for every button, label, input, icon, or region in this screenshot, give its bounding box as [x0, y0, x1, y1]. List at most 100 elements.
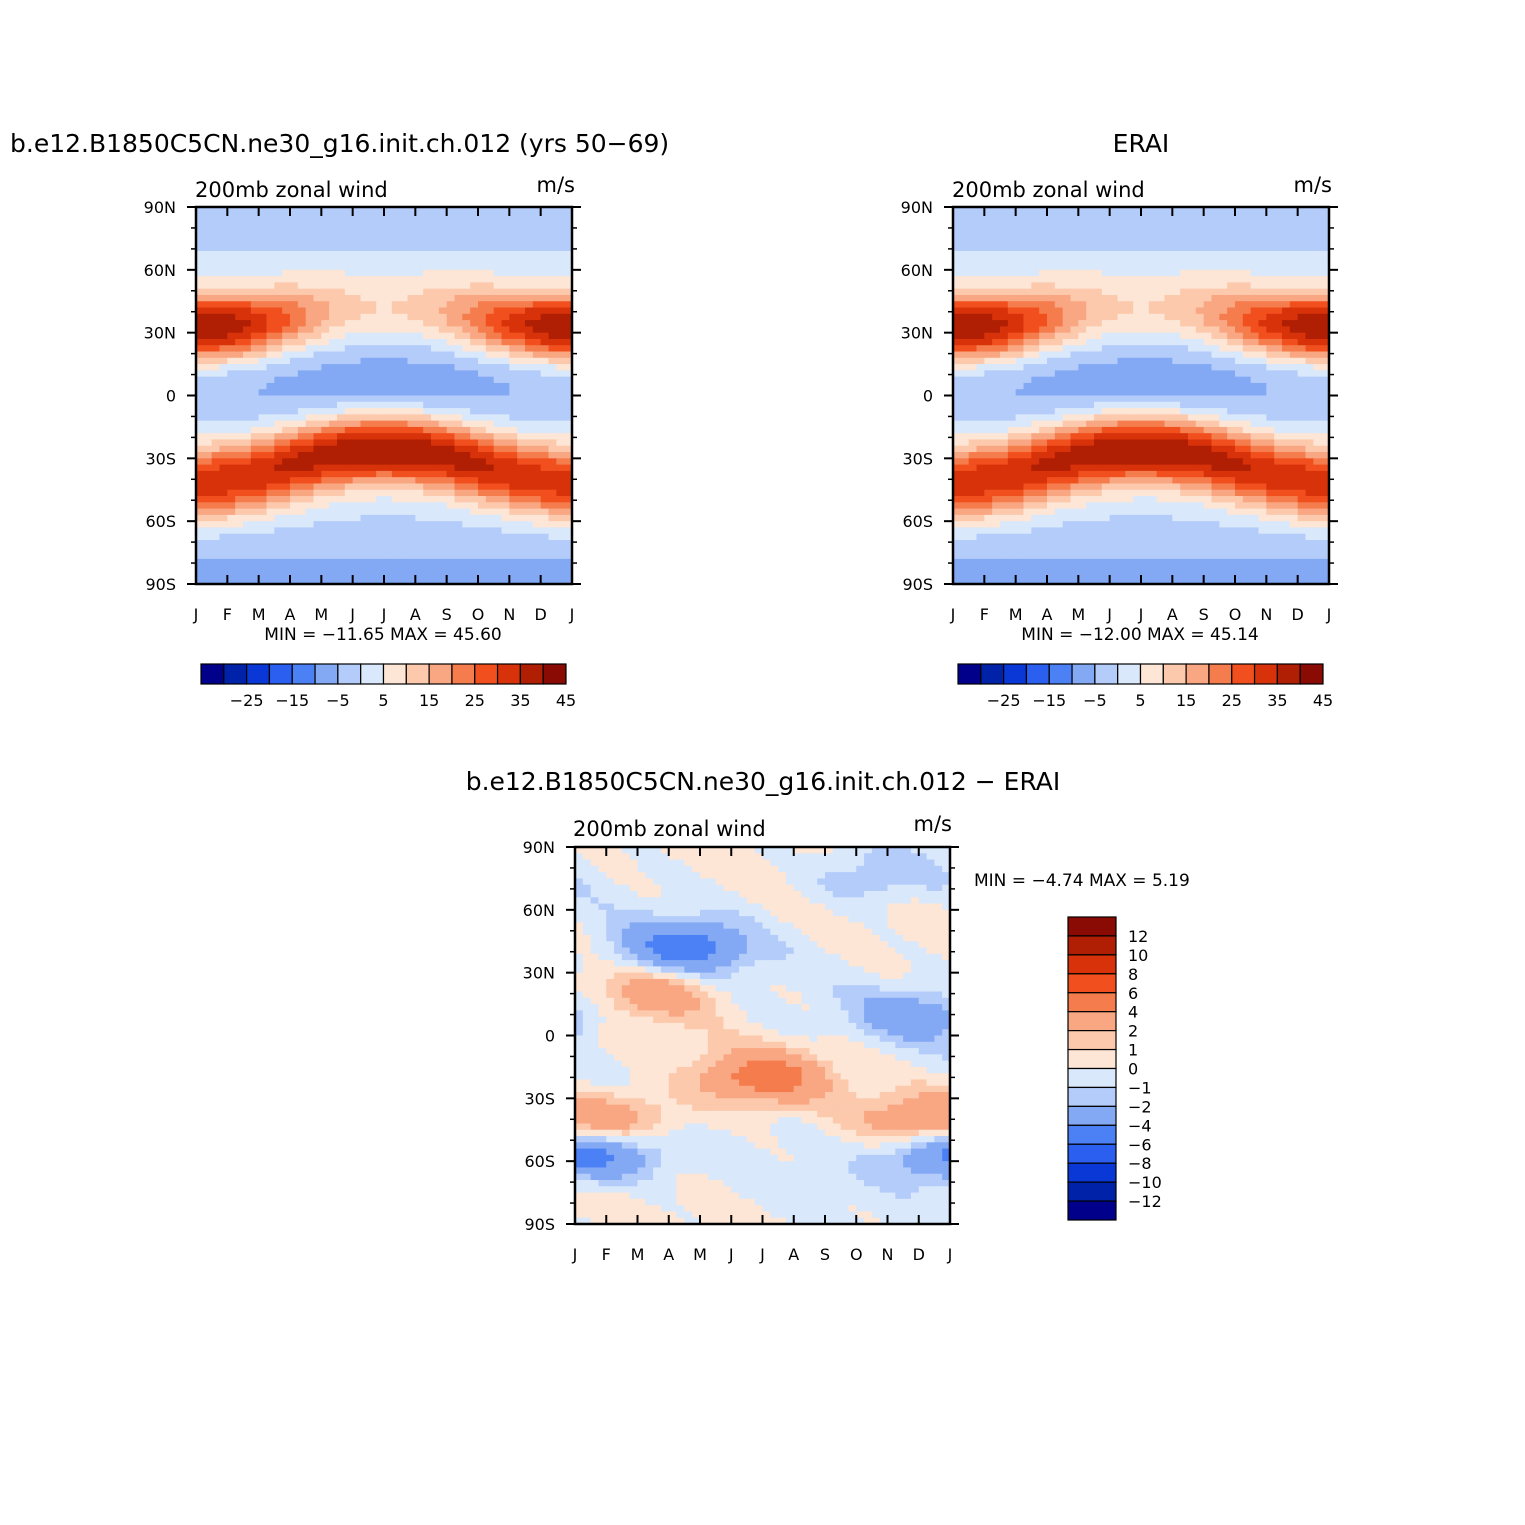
contour-cell: [556, 458, 565, 466]
contour-cell: [540, 401, 550, 409]
contour-cell: [368, 565, 377, 573]
contour-cell: [1172, 294, 1181, 302]
contour-cell: [219, 458, 228, 466]
contour-cell: [1070, 257, 1079, 265]
contour-cell: [1180, 250, 1189, 258]
contour-cell: [525, 345, 534, 353]
contour-cell: [1250, 433, 1260, 441]
contour-cell: [960, 282, 970, 290]
contour-cell: [1094, 389, 1103, 397]
contour-cell: [1023, 357, 1032, 365]
contour-cell: [415, 401, 424, 409]
contour-cell: [1172, 376, 1181, 384]
contour-cell: [1062, 301, 1072, 309]
contour-cell: [478, 508, 487, 516]
contour-cell: [976, 389, 985, 397]
contour-cell: [196, 389, 205, 397]
contour-cell: [1156, 445, 1166, 453]
contour-cell: [1297, 357, 1307, 365]
contour-cell: [1156, 408, 1166, 415]
contour-cell: [1148, 439, 1158, 447]
contour-cell: [438, 338, 448, 346]
contour-cell: [219, 276, 228, 283]
contour-cell: [1203, 320, 1213, 327]
contour-cell: [493, 483, 503, 491]
contour-cell: [525, 219, 534, 227]
contour-cell: [470, 332, 479, 340]
contour-cell: [407, 470, 416, 478]
contour-cell: [360, 558, 369, 566]
contour-cell: [1031, 439, 1040, 447]
contour-cell: [509, 401, 518, 409]
contour-cell: [462, 307, 471, 315]
contour-cell: [976, 294, 985, 302]
contour-cell: [1141, 207, 1150, 214]
contour-cell: [478, 470, 487, 478]
contour-cell: [1242, 445, 1252, 453]
contour-cell: [1250, 414, 1260, 422]
contour-cell: [1062, 250, 1072, 258]
contour-cell: [1125, 351, 1134, 359]
contour-cell: [211, 470, 221, 478]
contour-cell: [211, 401, 221, 409]
contour-cell: [1086, 326, 1095, 334]
contour-cell: [250, 332, 260, 340]
contour-cell: [391, 439, 401, 447]
contour-cell: [1101, 376, 1111, 384]
contour-cell: [1101, 420, 1111, 428]
contour-cell: [968, 288, 978, 296]
contour-cell: [1078, 250, 1087, 258]
contour-cell: [227, 389, 236, 397]
contour-cell: [960, 250, 970, 258]
contour-cell: [1219, 332, 1228, 340]
contour-cell: [368, 395, 377, 403]
contour-cell: [1007, 395, 1017, 403]
contour-cell: [407, 338, 416, 346]
contour-cell: [344, 294, 354, 302]
contour-cell: [1195, 445, 1205, 453]
contour-cell: [203, 282, 213, 290]
colorbar-label: 35: [510, 691, 530, 710]
contour-cell: [470, 571, 479, 579]
contour-cell: [266, 502, 275, 510]
contour-cell: [196, 521, 205, 529]
contour-cell: [352, 445, 362, 453]
contour-cell: [1266, 382, 1275, 390]
contour-cell: [1023, 244, 1032, 252]
contour-cell: [564, 376, 573, 384]
contour-cell: [211, 527, 221, 535]
contour-cell: [1007, 376, 1017, 384]
contour-cell: [313, 571, 322, 579]
contour-cell: [501, 508, 510, 516]
contour-cell: [384, 445, 393, 453]
contour-cell: [501, 332, 510, 340]
contour-cell: [992, 408, 1001, 415]
contour-cell: [352, 276, 362, 283]
contour-cell: [1148, 276, 1158, 283]
contour-cell: [1180, 370, 1189, 378]
contour-cell: [470, 445, 479, 453]
contour-cell: [337, 408, 346, 415]
contour-cell: [1203, 376, 1213, 384]
contour-cell: [1164, 338, 1173, 346]
contour-cell: [1156, 458, 1166, 466]
contour-cell: [258, 351, 268, 359]
contour-cell: [564, 464, 573, 472]
contour-cell: [540, 502, 550, 510]
contour-cell: [1242, 389, 1252, 397]
contour-cell: [211, 502, 221, 510]
contour-cell: [548, 433, 557, 441]
contour-cell: [196, 445, 205, 453]
contour-cell: [1023, 389, 1032, 397]
contour-cell: [1219, 301, 1228, 309]
contour-cell: [532, 294, 542, 302]
contour-cell: [337, 282, 346, 290]
contour-cell: [953, 320, 962, 327]
contour-cell: [266, 276, 275, 283]
contour-cell: [517, 477, 526, 485]
contour-cell: [313, 521, 322, 529]
contour-cell: [423, 244, 432, 252]
contour-cell: [485, 489, 495, 497]
contour-cell: [1164, 401, 1173, 409]
contour-cell: [532, 382, 542, 390]
